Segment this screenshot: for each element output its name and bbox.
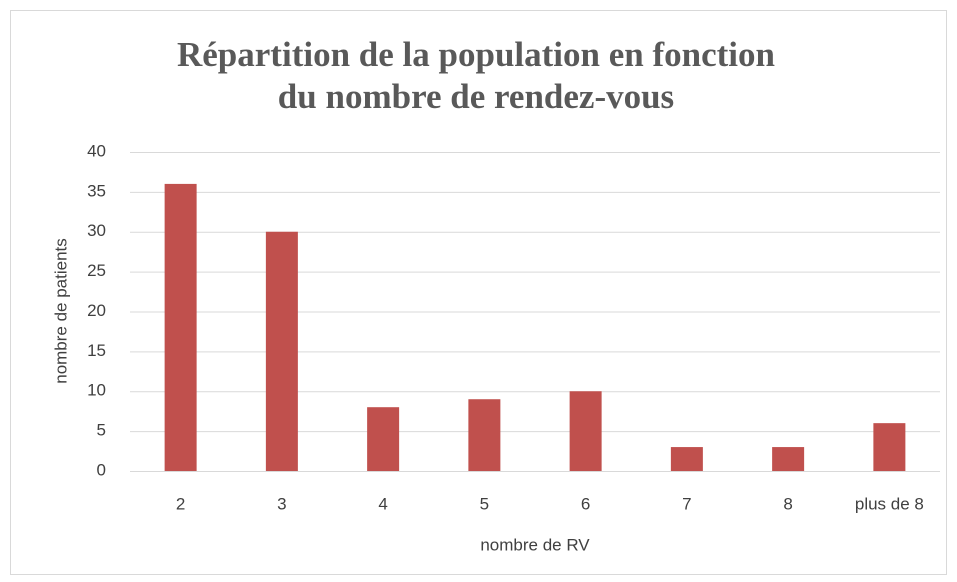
x-tick-label: 6 [581, 494, 590, 513]
bar [772, 447, 805, 471]
y-tick-label: 10 [87, 381, 106, 400]
y-tick-label: 30 [87, 221, 106, 240]
y-tick-label: 15 [87, 341, 106, 360]
bar [569, 391, 602, 471]
x-tick-label: 4 [378, 494, 387, 513]
x-tick-label: plus de 8 [855, 494, 924, 513]
y-tick-label: 20 [87, 301, 106, 320]
bar [164, 183, 197, 471]
x-axis-label: nombre de RV [480, 535, 590, 554]
bar [367, 407, 400, 471]
y-tick-label: 0 [97, 460, 106, 479]
bar [265, 231, 298, 471]
chart-title: du nombre de rendez-vous [278, 77, 674, 116]
y-axis-label: nombre de patients [51, 238, 70, 384]
x-tick-label: 7 [682, 494, 691, 513]
x-tick-label: 8 [783, 494, 792, 513]
chart-title: Répartition de la population en fonction [177, 35, 775, 74]
bar [670, 447, 703, 471]
y-tick-label: 5 [97, 421, 106, 440]
x-tick-label: 5 [480, 494, 489, 513]
y-tick-label: 25 [87, 261, 106, 280]
x-tick-label: 3 [277, 494, 286, 513]
bar [873, 423, 906, 471]
y-tick-label: 40 [87, 141, 106, 160]
x-tick-label: 2 [176, 494, 185, 513]
bar [468, 399, 501, 471]
y-tick-label: 35 [87, 181, 106, 200]
